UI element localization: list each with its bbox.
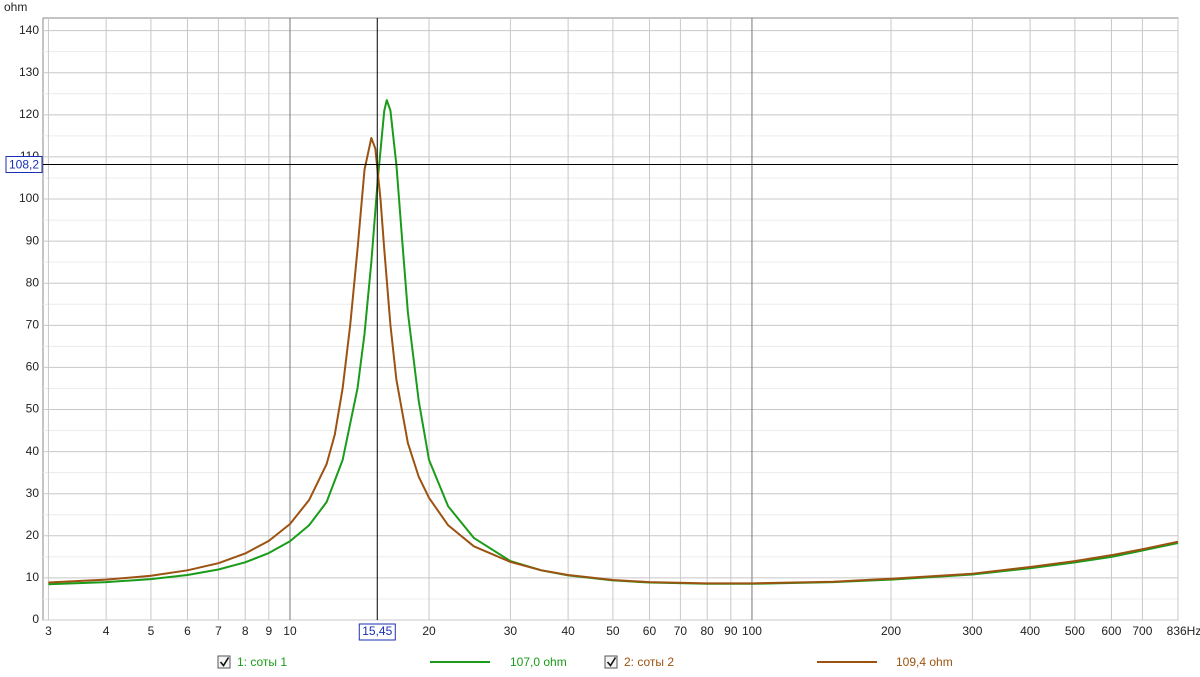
x-tick-label: 400 (1020, 624, 1040, 638)
y-tick-label: 80 (26, 275, 40, 289)
legend-checkbox-2[interactable] (604, 655, 618, 669)
x-tick-label: 90 (724, 624, 738, 638)
y-tick-label: 120 (19, 107, 39, 121)
legend-value: 107,0 ohm (510, 655, 567, 669)
legend-value: 109,4 ohm (896, 655, 953, 669)
x-tick-label: 30 (504, 624, 518, 638)
x-tick-label: 300 (962, 624, 982, 638)
y-tick-label: 30 (26, 486, 40, 500)
x-tick-label: 836Hz (1167, 624, 1200, 638)
x-tick-label: 600 (1101, 624, 1121, 638)
plot-area (42, 17, 1179, 621)
y-axis-label: ohm (4, 0, 27, 14)
x-tick-label: 40 (561, 624, 575, 638)
y-tick-label: 20 (26, 528, 40, 542)
x-tick-label: 10 (283, 624, 297, 638)
y-tick-label: 90 (26, 233, 40, 247)
cursor-y-label: 108,2 (9, 158, 39, 172)
legend-name: 1: соты 1 (237, 655, 287, 669)
y-tick-label: 50 (26, 402, 40, 416)
y-tick-label: 140 (19, 23, 39, 37)
y-tick-label: 10 (26, 570, 40, 584)
x-tick-label: 500 (1065, 624, 1085, 638)
x-tick-label: 80 (701, 624, 715, 638)
y-tick-label: 130 (19, 65, 39, 79)
checkmark (219, 657, 230, 667)
x-tick-label: 100 (742, 624, 762, 638)
x-tick-label: 20 (422, 624, 436, 638)
legend-checkbox-1[interactable] (217, 655, 231, 669)
y-tick-label: 60 (26, 360, 40, 374)
x-tick-label: 9 (265, 624, 272, 638)
x-tick-label: 50 (606, 624, 620, 638)
x-tick-label: 8 (242, 624, 249, 638)
cursor-x-box (358, 623, 396, 641)
x-tick-label: 70 (674, 624, 688, 638)
y-tick-label: 70 (26, 317, 40, 331)
x-tick-label: 200 (881, 624, 901, 638)
x-tick-label: 5 (148, 624, 155, 638)
x-tick-label: 7 (215, 624, 222, 638)
y-tick-label: 40 (26, 444, 40, 458)
series-line (48, 136, 1179, 585)
x-tick-label: 6 (184, 624, 191, 638)
y-tick-label: 0 (32, 612, 39, 626)
x-tick-label: 4 (103, 624, 110, 638)
legend-name: 2: соты 2 (624, 655, 674, 669)
x-tick-label: 3 (45, 624, 52, 638)
checkmark (606, 657, 617, 667)
x-tick-label: 700 (1132, 624, 1152, 638)
cursor-y-box (5, 156, 43, 174)
x-tick-label: 60 (643, 624, 657, 638)
y-tick-label: 100 (19, 191, 39, 205)
cursor-x-label: 15,45 (362, 624, 392, 638)
